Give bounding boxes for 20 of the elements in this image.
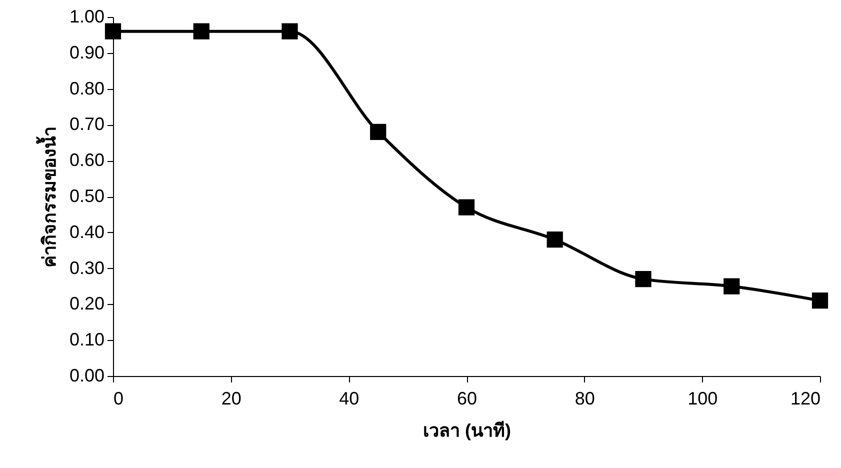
x-tick-label: 20 xyxy=(221,388,242,408)
y-tick-label: 0.20 xyxy=(69,294,104,314)
y-tick-label: 0.60 xyxy=(69,150,104,170)
x-tick-label: 80 xyxy=(574,388,595,408)
y-axis-title: ค่ากิจกรรมของน้ำ xyxy=(35,126,60,268)
y-tick-label: 0.00 xyxy=(69,366,104,386)
x-tick-label: 60 xyxy=(456,388,478,408)
y-tick-label: 0.30 xyxy=(69,258,104,278)
y-tick-label: 0.90 xyxy=(69,42,104,62)
x-tick-label: 100 xyxy=(688,388,718,408)
y-tick-label: 0.70 xyxy=(69,114,104,134)
y-tick-label: 0.10 xyxy=(69,330,104,350)
x-tick-label: 40 xyxy=(339,388,360,408)
y-tick-label: 0.50 xyxy=(69,186,104,206)
y-tick-label: 0.40 xyxy=(69,222,104,242)
y-tick-label: 1.00 xyxy=(69,6,104,26)
x-axis-title: เวลา (นาที) xyxy=(423,420,511,440)
y-tick-label: 0.80 xyxy=(69,78,104,98)
x-tick-label: 120 xyxy=(790,388,820,408)
x-tick-label: 0 xyxy=(114,388,124,408)
